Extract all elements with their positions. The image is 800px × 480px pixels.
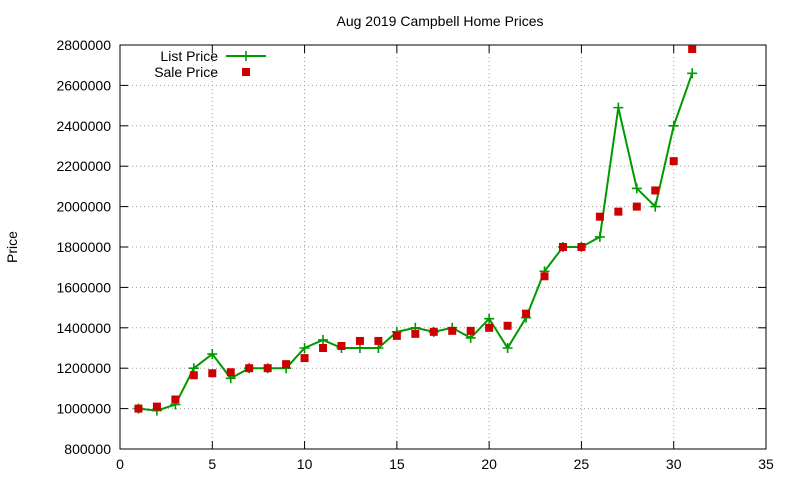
legend-plus-marker: [241, 51, 251, 61]
legend-entry: Sale Price: [154, 64, 250, 80]
x-tick-label: 35: [758, 456, 774, 472]
legend-entry: List Price: [160, 48, 266, 64]
y-tick-label: 2800000: [56, 37, 111, 53]
sale-price-point: [134, 404, 143, 413]
y-tick-label: 1000000: [56, 401, 111, 417]
list-price-point: [687, 68, 698, 79]
axes: 800000 1000000 1200000 1400000 1600000 180000…: [56, 37, 774, 472]
sale-price-point: [189, 371, 198, 380]
y-tick-label: 1600000: [56, 279, 111, 295]
sale-price-point: [577, 243, 586, 251]
y-tick-label: 2200000: [56, 158, 111, 174]
sale-price-point: [319, 344, 328, 352]
legend-label: List Price: [160, 48, 218, 64]
list-price-point: [484, 313, 495, 324]
sale-price-point: [245, 364, 254, 373]
sale-price-point: [558, 243, 567, 251]
y-axis-label: Price: [4, 231, 20, 263]
sale-price-point: [595, 212, 604, 221]
sale-price-point: [522, 309, 531, 318]
list-price-point: [207, 349, 218, 360]
y-tick-label: 1200000: [56, 360, 111, 376]
series-sale-price: [134, 45, 697, 413]
sale-price-point: [392, 331, 401, 340]
sale-price-point: [688, 45, 697, 54]
list-price-line: [138, 72, 694, 412]
list-price-point: [631, 183, 642, 194]
chart-title: Aug 2019 Campbell Home Prices: [337, 13, 544, 29]
legend-square-marker: [242, 68, 250, 76]
sale-price-point: [374, 336, 383, 345]
sale-price-point: [632, 202, 641, 211]
list-price-point: [613, 102, 624, 113]
sale-price-point: [411, 329, 420, 338]
sale-price-point: [448, 326, 457, 335]
y-tick-label: 800000: [64, 441, 111, 457]
y-tick-label: 1800000: [56, 239, 111, 255]
list-price-point: [502, 343, 513, 353]
legend-label: Sale Price: [154, 64, 218, 80]
sale-price-point: [152, 402, 161, 411]
sale-price-point: [466, 326, 475, 335]
series-list-price: [133, 68, 698, 416]
sale-price-point: [337, 341, 346, 350]
x-tick-label: 30: [666, 456, 682, 472]
sale-price-point: [429, 327, 438, 336]
x-tick-label: 25: [574, 456, 590, 472]
sale-price-point: [300, 354, 309, 363]
series-layer: [133, 45, 698, 416]
x-tick-label: 10: [297, 456, 313, 472]
x-tick-label: 15: [389, 456, 405, 472]
y-tick-label: 2600000: [56, 77, 111, 93]
sale-price-point: [226, 368, 235, 377]
sale-price-point: [503, 321, 512, 330]
sale-price-point: [171, 395, 180, 404]
sale-price-point: [540, 272, 549, 281]
y-tick-label: 2000000: [56, 199, 111, 215]
sale-price-point: [669, 157, 678, 166]
x-tick-label: 0: [116, 456, 124, 472]
sale-price-point: [355, 336, 364, 345]
plot-frame: [119, 44, 767, 450]
list-price-point: [668, 120, 679, 131]
sale-price-point: [651, 186, 660, 195]
sale-price-point: [282, 360, 291, 369]
list-price-point: [650, 201, 661, 212]
sale-price-point: [263, 364, 272, 373]
grid: [120, 45, 766, 449]
x-tick-label: 5: [208, 456, 216, 472]
list-price-point: [318, 334, 329, 345]
sale-price-point: [208, 369, 217, 378]
list-price-point: [299, 343, 310, 353]
sale-price-point: [485, 323, 494, 332]
x-tick-label: 20: [481, 456, 497, 472]
y-tick-label: 1400000: [56, 320, 111, 336]
y-tick-label: 2400000: [56, 118, 111, 134]
sale-price-point: [614, 207, 623, 216]
list-price-point: [594, 231, 605, 242]
